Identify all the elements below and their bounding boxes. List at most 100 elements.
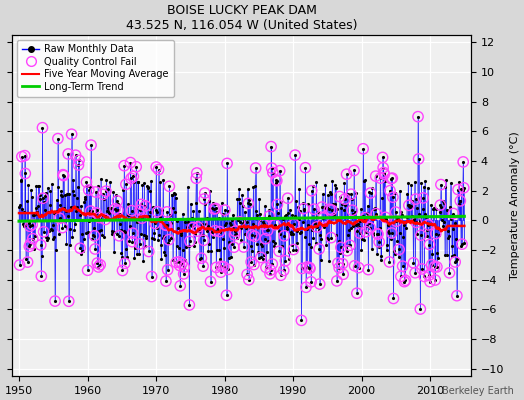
Point	[301, 164, 310, 171]
Point	[200, 196, 209, 202]
Point	[51, 298, 59, 304]
Point	[424, 272, 433, 278]
Point	[121, 260, 129, 266]
Point	[428, 262, 436, 268]
Point	[25, 243, 34, 250]
Point	[162, 222, 171, 228]
Point	[315, 246, 323, 252]
Point	[333, 278, 341, 284]
Point	[71, 152, 80, 158]
Point	[222, 292, 231, 298]
Point	[135, 241, 144, 247]
Point	[419, 195, 428, 201]
Point	[275, 248, 283, 254]
Point	[339, 260, 347, 267]
Point	[141, 203, 149, 209]
Point	[129, 173, 137, 180]
Point	[290, 221, 298, 228]
Point	[266, 270, 274, 277]
Legend: Raw Monthly Data, Quality Control Fail, Five Year Moving Average, Long-Term Tren: Raw Monthly Data, Quality Control Fail, …	[17, 40, 173, 96]
Point	[231, 228, 239, 234]
Point	[261, 236, 269, 242]
Point	[351, 262, 359, 269]
Point	[250, 233, 259, 240]
Point	[433, 264, 441, 270]
Point	[175, 259, 183, 265]
Point	[15, 262, 24, 268]
Point	[59, 172, 68, 179]
Point	[96, 262, 104, 268]
Point	[416, 306, 424, 312]
Point	[212, 205, 220, 212]
Point	[224, 266, 233, 272]
Point	[95, 214, 104, 221]
Point	[341, 196, 349, 202]
Point	[449, 210, 457, 217]
Point	[223, 160, 231, 167]
Point	[325, 206, 334, 212]
Point	[374, 231, 382, 237]
Point	[28, 236, 37, 242]
Point	[313, 224, 321, 230]
Point	[221, 207, 229, 213]
Point	[414, 114, 422, 120]
Point	[247, 232, 256, 238]
Point	[306, 265, 314, 272]
Point	[53, 136, 62, 142]
Point	[172, 259, 180, 266]
Point	[310, 206, 318, 212]
Point	[376, 175, 385, 181]
Point	[84, 187, 93, 193]
Point	[180, 264, 189, 270]
Point	[185, 238, 194, 244]
Point	[99, 191, 107, 198]
Point	[87, 142, 95, 148]
Point	[211, 228, 219, 234]
Point	[379, 169, 388, 176]
Point	[405, 202, 413, 208]
Point	[336, 244, 345, 250]
Point	[136, 207, 145, 214]
Point	[272, 177, 280, 183]
Point	[280, 232, 288, 239]
Point	[348, 207, 356, 214]
Point	[268, 261, 277, 267]
Point	[74, 162, 83, 168]
Point	[64, 298, 73, 304]
Point	[247, 259, 255, 265]
Point	[132, 164, 140, 170]
Point	[185, 302, 193, 308]
Point	[145, 248, 153, 255]
Point	[342, 171, 351, 178]
Point	[200, 237, 208, 244]
Point	[417, 232, 425, 238]
Point	[21, 170, 29, 177]
Point	[210, 206, 218, 212]
Point	[267, 165, 276, 171]
Point	[411, 270, 419, 276]
Point	[265, 213, 274, 219]
Point	[272, 178, 281, 184]
Point	[414, 156, 423, 162]
Point	[291, 152, 299, 158]
Point	[372, 173, 380, 179]
Point	[426, 278, 434, 285]
Point	[56, 215, 64, 222]
Point	[346, 242, 354, 248]
Point	[26, 240, 35, 247]
Point	[243, 271, 252, 278]
Point	[425, 241, 434, 248]
Point	[436, 202, 444, 208]
Point	[176, 262, 184, 269]
Point	[454, 186, 462, 193]
Point	[206, 278, 215, 285]
Point	[20, 152, 29, 159]
Point	[82, 179, 91, 185]
Point	[75, 157, 83, 164]
Point	[412, 219, 420, 226]
Point	[460, 184, 468, 191]
Point	[319, 215, 328, 221]
Point	[28, 221, 36, 228]
Point	[128, 230, 137, 236]
Point	[386, 188, 394, 194]
